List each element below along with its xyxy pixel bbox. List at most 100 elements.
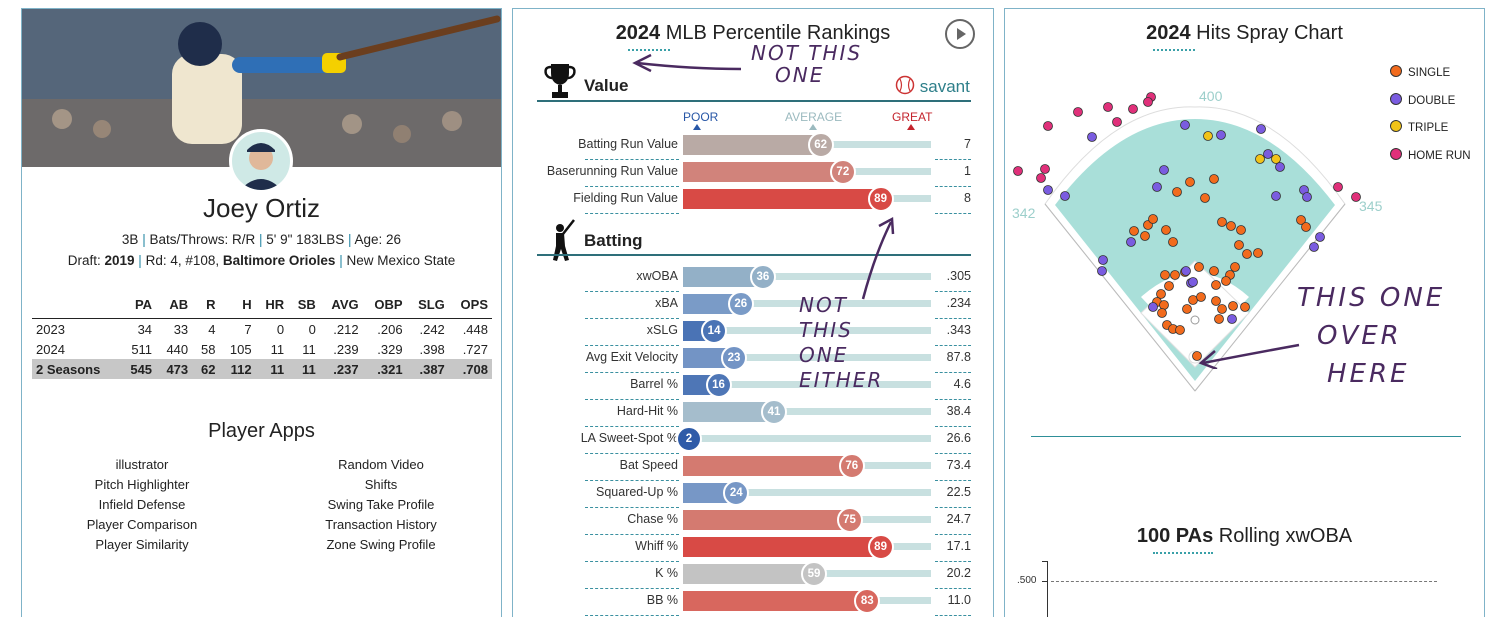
spray-hit-dot[interactable] <box>1263 149 1273 159</box>
spray-hit-dot[interactable] <box>1253 248 1263 258</box>
metric-percentile-bubble[interactable]: 26 <box>727 291 754 317</box>
spray-hit-dot[interactable] <box>1242 249 1252 259</box>
spray-hit-dot[interactable] <box>1211 296 1221 306</box>
spray-hit-dot[interactable] <box>1214 314 1224 324</box>
spray-hit-dot[interactable] <box>1073 107 1083 117</box>
metric-percentile-bubble[interactable]: 24 <box>723 480 750 506</box>
spray-hit-dot[interactable] <box>1192 351 1202 361</box>
spray-hit-dot[interactable] <box>1156 289 1166 299</box>
spray-hit-dot[interactable] <box>1227 314 1237 324</box>
spray-hit-dot[interactable] <box>1164 281 1174 291</box>
player-app-link[interactable]: illustrator <box>115 457 169 472</box>
spray-hit-dot[interactable] <box>1271 154 1281 164</box>
metric-percentile-bubble[interactable]: 83 <box>854 588 881 614</box>
spray-hit-dot[interactable] <box>1112 117 1122 127</box>
player-app-link[interactable]: Swing Take Profile <box>327 497 435 512</box>
spray-hit-dot[interactable] <box>1351 192 1361 202</box>
spray-hit-dot[interactable] <box>1043 121 1053 131</box>
player-app-link[interactable]: Infield Defense <box>98 497 186 512</box>
metric-percentile-bubble[interactable]: 16 <box>705 372 732 398</box>
spray-hit-dot[interactable] <box>1159 165 1169 175</box>
spray-hit-dot[interactable] <box>1228 301 1238 311</box>
spray-hit-dot[interactable] <box>1181 266 1191 276</box>
player-app-link[interactable]: Player Comparison <box>86 517 198 532</box>
spray-hit-dot[interactable] <box>1209 174 1219 184</box>
player-app-link[interactable]: Transaction History <box>325 517 437 532</box>
metric-percentile-bubble[interactable]: 2 <box>676 426 702 452</box>
spray-hit-dot[interactable] <box>1143 97 1153 107</box>
spray-hit-dot[interactable] <box>1221 276 1231 286</box>
spray-hit-dot[interactable] <box>1128 104 1138 114</box>
spray-hit-dot[interactable] <box>1168 237 1178 247</box>
spray-hit-dot[interactable] <box>1236 225 1246 235</box>
spray-hit-dot[interactable] <box>1157 308 1167 318</box>
spray-hit-dot[interactable] <box>1309 242 1319 252</box>
spray-hit-dot[interactable] <box>1275 162 1285 172</box>
metric-percentile-bubble[interactable]: 72 <box>829 159 856 185</box>
spray-hit-dot[interactable] <box>1203 131 1213 141</box>
spray-hit-dot[interactable] <box>1087 132 1097 142</box>
spray-hit-dot[interactable] <box>1226 221 1236 231</box>
spray-hit-dot[interactable] <box>1043 185 1053 195</box>
spray-hit-dot[interactable] <box>1129 226 1139 236</box>
metric-percentile-bubble[interactable]: 89 <box>867 534 894 560</box>
spray-hit-dot[interactable] <box>1152 182 1162 192</box>
spray-hit-dot[interactable] <box>1271 191 1281 201</box>
spray-hit-dot[interactable] <box>1148 302 1158 312</box>
spray-hit-dot[interactable] <box>1172 187 1182 197</box>
spray-hit-dot[interactable] <box>1161 225 1171 235</box>
metric-percentile-bubble[interactable]: 14 <box>701 318 728 344</box>
spray-hit-dot[interactable] <box>1013 166 1023 176</box>
spray-hit-dot[interactable] <box>1255 154 1265 164</box>
savant-brand[interactable]: savant <box>895 75 970 97</box>
spray-hit-dot[interactable] <box>1060 191 1070 201</box>
spray-hit-dot[interactable] <box>1097 266 1107 276</box>
spray-hit-dot[interactable] <box>1159 300 1169 310</box>
spray-hit-dot[interactable] <box>1175 325 1185 335</box>
spray-hit-dot[interactable] <box>1098 255 1108 265</box>
metric-percentile-bubble[interactable]: 76 <box>838 453 865 479</box>
spray-hit-dot[interactable] <box>1302 192 1312 202</box>
player-app-link[interactable]: Shifts <box>364 477 398 492</box>
player-app-link[interactable]: Random Video <box>338 457 424 472</box>
spray-hit-dot[interactable] <box>1296 215 1306 225</box>
spray-hit-dot[interactable] <box>1301 222 1311 232</box>
spray-hit-dot[interactable] <box>1234 240 1244 250</box>
spray-hit-dot[interactable] <box>1040 164 1050 174</box>
spray-hit-dot[interactable] <box>1160 270 1170 280</box>
spray-hit-dot[interactable] <box>1185 177 1195 187</box>
metric-percentile-bubble[interactable]: 89 <box>867 186 894 212</box>
spray-hit-dot[interactable] <box>1126 237 1136 247</box>
spray-hit-dot[interactable] <box>1194 262 1204 272</box>
spray-hit-dot[interactable] <box>1216 130 1226 140</box>
spray-hit-dot[interactable] <box>1196 292 1206 302</box>
spray-hit-dot[interactable] <box>1333 182 1343 192</box>
spray-hit-dot[interactable] <box>1140 231 1150 241</box>
spray-hit-dot[interactable] <box>1256 124 1266 134</box>
metric-percentile-bubble[interactable]: 41 <box>761 399 788 425</box>
metric-percentile-bubble[interactable]: 23 <box>721 345 748 371</box>
spray-hit-dot[interactable] <box>1103 102 1113 112</box>
spray-hit-dot[interactable] <box>1217 217 1227 227</box>
spray-hit-dot[interactable] <box>1230 262 1240 272</box>
metric-percentile-bubble[interactable]: 75 <box>836 507 863 533</box>
player-app-link[interactable]: Pitch Highlighter <box>94 477 190 492</box>
metric-percentile-bubble[interactable]: 36 <box>749 264 776 290</box>
metric-percentile-bubble[interactable]: 62 <box>807 132 834 158</box>
metric-percentile-bubble[interactable]: 59 <box>800 561 827 587</box>
spray-hit-dot[interactable] <box>1148 214 1158 224</box>
spray-hit-dot[interactable] <box>1188 277 1198 287</box>
spray-hit-dot[interactable] <box>1036 173 1046 183</box>
spray-hit-dot[interactable] <box>1180 120 1190 130</box>
spray-hit-dot[interactable] <box>1200 193 1210 203</box>
player-app-link[interactable]: Player Similarity <box>95 537 189 552</box>
spray-hit-dot[interactable] <box>1315 232 1325 242</box>
player-app-link[interactable]: Zone Swing Profile <box>326 537 436 552</box>
spray-hit-dot[interactable] <box>1240 302 1250 312</box>
spray-hit-dot[interactable] <box>1209 266 1219 276</box>
spray-hit-dot[interactable] <box>1170 270 1180 280</box>
spray-hit-dot[interactable] <box>1217 304 1227 314</box>
play-button[interactable] <box>945 19 975 49</box>
spray-hit-dot[interactable] <box>1211 280 1221 290</box>
spray-hit-dot[interactable] <box>1182 304 1192 314</box>
